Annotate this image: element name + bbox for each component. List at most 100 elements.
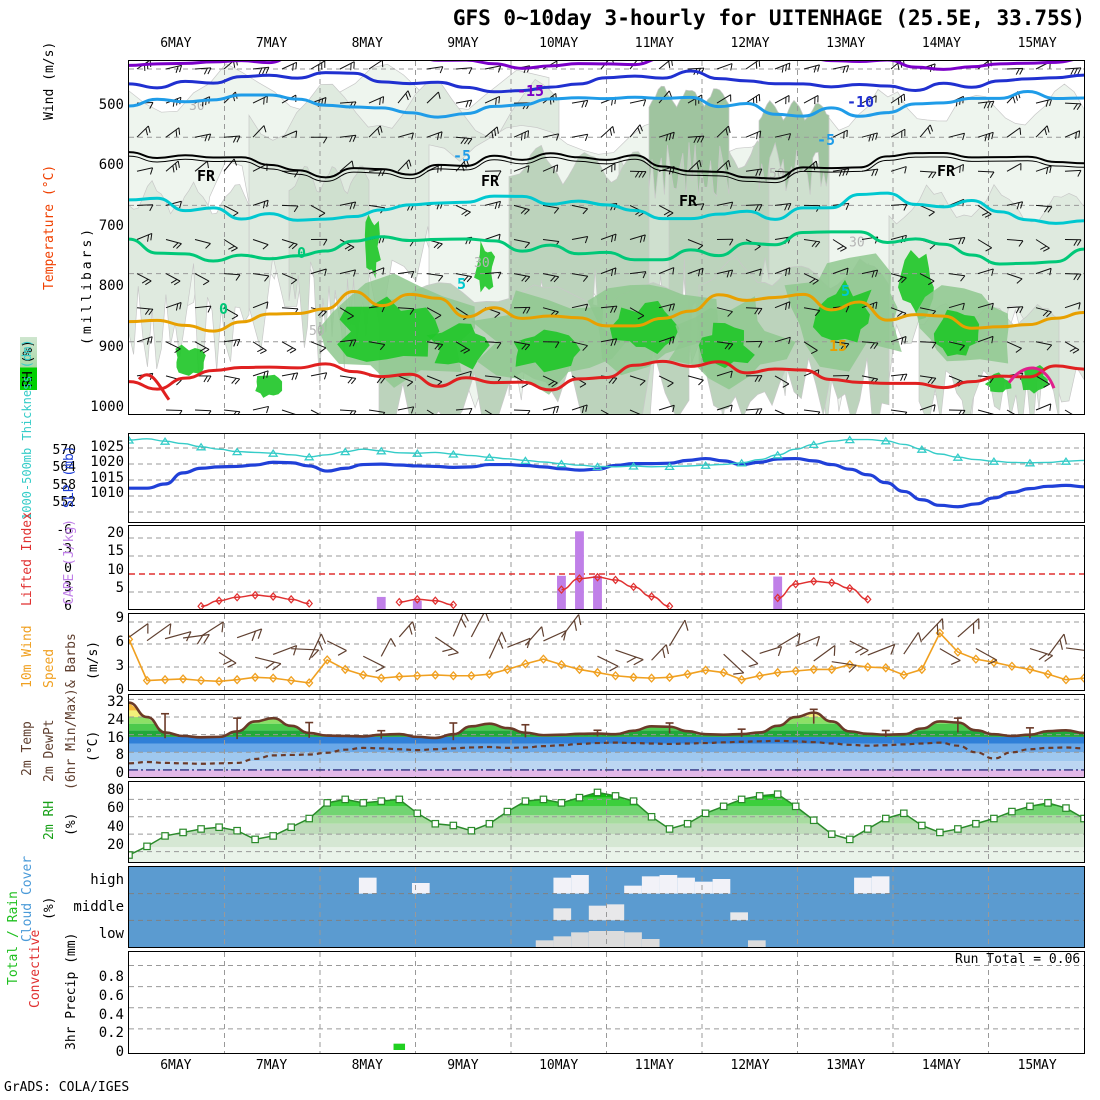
x-axis-day-label: 11MAY — [634, 1058, 674, 1073]
svg-text:FR: FR — [937, 162, 956, 180]
temp2m-label-b: 2m DewPt — [42, 719, 57, 782]
axis-tick-label: 0 — [115, 765, 124, 781]
x-axis-day-label: 13MAY — [826, 1058, 866, 1073]
rh2m-panel — [128, 781, 1085, 863]
axis-tick-label: 700 — [98, 217, 124, 234]
axis-tick-label: 16 — [107, 729, 124, 746]
wind10m-label-c: & Barbs — [64, 633, 79, 688]
wind10m-units: (m/s) — [86, 640, 101, 680]
precip-panel — [128, 951, 1085, 1054]
axis-tick-label: 32 — [107, 694, 124, 710]
slp-label: SLP (mb) — [62, 445, 77, 508]
svg-text:-5: -5 — [453, 147, 471, 165]
axis-tick-label: 1025 — [90, 439, 124, 455]
temp2m-label-a: 2m Temp — [20, 721, 35, 776]
x-axis-day-label: 9MAY — [447, 36, 479, 51]
axis-tick-label: 552 — [52, 495, 76, 510]
axis-tick-label: 1020 — [90, 454, 124, 471]
axis-tick-label: 0 — [115, 682, 124, 698]
svg-text:-10: -10 — [847, 93, 874, 111]
axis-tick-label: 10 — [107, 561, 124, 578]
upper-air-temp-label: Temperature (°C) — [42, 164, 57, 290]
page-title: GFS 0~10day 3-hourly for UITENHAGE (25.5… — [452, 6, 1085, 30]
x-axis-day-label: 11MAY — [634, 36, 674, 51]
axis-tick-label: 40 — [107, 818, 124, 835]
x-axis-day-label: 8MAY — [351, 36, 383, 51]
lifted-index-label: Lifted Index — [20, 512, 35, 606]
axis-tick-label: 558 — [52, 477, 76, 493]
axis-tick-label: 564 — [52, 460, 76, 476]
x-axis-day-label: 15MAY — [1017, 36, 1057, 51]
axis-tick-label: 3 — [64, 580, 72, 595]
axis-tick-label: 570 — [52, 443, 76, 458]
axis-tick-label: -3 — [56, 542, 72, 557]
svg-text:50: 50 — [769, 167, 785, 182]
axis-tick-label: 0 — [64, 561, 72, 576]
axis-tick-label: 24 — [107, 711, 124, 728]
axis-tick-label: 0.2 — [98, 1025, 124, 1042]
x-axis-day-label: 6MAY — [160, 1058, 192, 1073]
axis-tick-label: 80 — [107, 782, 124, 798]
axis-tick-label: 15 — [107, 543, 124, 560]
svg-text:0: 0 — [297, 244, 306, 262]
svg-text:5: 5 — [457, 275, 466, 293]
wind10m-label-a: 10m Wind — [20, 625, 35, 688]
axis-tick-label: 6 — [64, 599, 72, 614]
svg-text:5: 5 — [841, 282, 850, 300]
axis-tick-label: 9 — [115, 610, 124, 626]
axis-tick-label: 900 — [98, 338, 124, 355]
svg-text:FR: FR — [679, 192, 698, 210]
cape-li-panel — [128, 525, 1085, 610]
svg-text:FR: FR — [481, 172, 500, 190]
axis-tick-label: 500 — [98, 97, 124, 113]
thickness-label: 1000-500mb Thickness (dm) — [20, 339, 34, 520]
x-axis-day-label: 7MAY — [255, 1058, 288, 1073]
cloud-row-label: middle — [73, 899, 124, 915]
x-axis-day-label: 13MAY — [826, 36, 866, 51]
axis-tick-label: 800 — [98, 278, 124, 295]
axis-tick-label: 20 — [107, 837, 124, 853]
axis-tick-label: 60 — [107, 800, 124, 817]
temp2m-panel — [128, 694, 1085, 778]
axis-tick-label: 0.4 — [98, 1006, 124, 1023]
x-axis-day-label: 12MAY — [730, 36, 770, 51]
axis-tick-label: 1010 — [90, 485, 124, 501]
upper-air-wind-label: Wind (m/s) — [42, 41, 57, 120]
svg-text:FR: FR — [197, 167, 216, 185]
x-axis-day-label: 7MAY — [255, 36, 288, 51]
temp2m-label-c: (6hr Min/Max) — [64, 688, 79, 790]
x-axis-day-label: 10MAY — [539, 36, 579, 51]
x-axis-day-label: 14MAY — [921, 1058, 961, 1073]
svg-text:50: 50 — [309, 324, 325, 339]
axis-tick-label: 3 — [115, 658, 124, 674]
cloud-units: (%) — [42, 896, 57, 920]
cloud-cover-panel — [128, 866, 1085, 948]
svg-text:0: 0 — [219, 300, 228, 318]
axis-tick-label: 1015 — [90, 469, 124, 486]
axis-tick-label: 0.6 — [98, 987, 124, 1004]
footer-credit: GrADS: COLA/IGES — [4, 1080, 130, 1095]
axis-tick-label: 6 — [115, 634, 124, 650]
rh2m-label: 2m RH — [42, 800, 57, 840]
x-axis-day-label: 14MAY — [921, 36, 961, 51]
temp2m-units: (°C) — [86, 730, 101, 762]
x-axis-day-label: 8MAY — [351, 1058, 383, 1073]
wind10m-panel — [128, 613, 1085, 691]
x-axis-day-label: 15MAY — [1017, 1058, 1057, 1073]
axis-tick-label: 8 — [115, 747, 124, 764]
svg-text:30: 30 — [849, 235, 865, 250]
precip-y-label: 3hr Precip (mm) — [64, 932, 79, 1050]
precip-conv-label: Convective — [28, 929, 43, 1008]
axis-tick-label: 20 — [107, 525, 124, 541]
run-total-text: Run Total = 0.06 — [955, 952, 1081, 967]
svg-text:-5: -5 — [817, 131, 835, 149]
cape-label: CAPE (J/kg) — [62, 518, 77, 605]
svg-text:-15: -15 — [517, 82, 544, 100]
wind10m-label-b: Speed — [42, 648, 57, 688]
cloud-row-label: low — [98, 926, 124, 942]
x-axis-day-label: 10MAY — [539, 1058, 579, 1073]
x-axis-day-label: 12MAY — [730, 1058, 770, 1073]
cloud-row-label: high — [90, 872, 124, 888]
precip-total-label: Total / Rain — [6, 891, 21, 985]
